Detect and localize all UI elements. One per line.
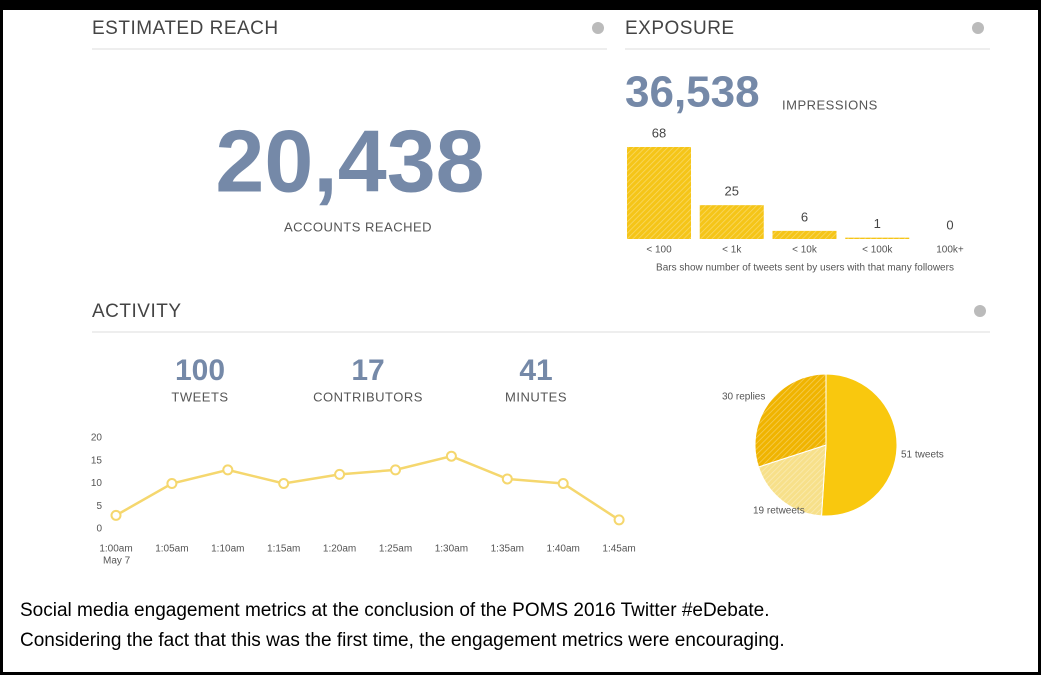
exposure-label: IMPRESSIONS: [782, 97, 878, 112]
pie-hatch: [758, 445, 826, 516]
x-tick-label: 100k+: [936, 245, 964, 256]
bar-value-label: 68: [652, 125, 666, 140]
bar-hatch: [627, 147, 691, 239]
x-tick-label: 1:35am: [491, 544, 524, 555]
y-tick-label: 0: [96, 524, 102, 535]
pie-label: 51 tweets: [901, 450, 944, 461]
pie-hatch: [755, 374, 826, 467]
bar-value-label: 6: [801, 209, 808, 224]
x-tick-label: 1:45am: [602, 544, 635, 555]
line: [115, 454, 620, 521]
y-tick-label: 10: [91, 478, 103, 489]
stat-label: MINUTES: [505, 389, 567, 404]
pie-label: 30 replies: [722, 392, 765, 403]
x-tick-label: 1:15am: [267, 544, 300, 555]
bar-hatch: [772, 230, 837, 239]
stat-label: CONTRIBUTORS: [313, 389, 423, 404]
y-tick-label: 20: [91, 433, 103, 444]
x-tick-label: 1:40am: [547, 544, 580, 555]
x-tick-label: 1:25am: [379, 544, 412, 555]
x-tick-label: < 100k: [862, 245, 893, 256]
info-icon[interactable]: [972, 22, 984, 34]
chart-annotation: Bars show number of tweets sent by users…: [656, 263, 954, 274]
x-tick-label: 1:05am: [155, 544, 188, 555]
stat-label: TWEETS: [171, 389, 228, 404]
x-tick-label: 1:30am: [435, 544, 468, 555]
point: [501, 473, 513, 485]
point: [110, 509, 122, 521]
info-icon[interactable]: [592, 22, 604, 34]
bar-value-label: 0: [946, 217, 953, 232]
x-tick-label: 1:10am: [211, 544, 244, 555]
info-icon[interactable]: [974, 305, 986, 317]
stat-value: 17: [351, 354, 384, 387]
caption-line: Considering the fact that this was the f…: [20, 630, 785, 651]
point: [166, 478, 178, 489]
point: [278, 478, 290, 489]
point: [334, 468, 346, 480]
bar-value-label: 1: [874, 216, 881, 231]
exposure-title: EXPOSURE: [625, 18, 735, 39]
pie-label: 19 retweets: [753, 506, 805, 517]
x-tick-label: < 1k: [722, 245, 742, 256]
exposure-value: 36,538: [625, 68, 760, 117]
activity-title: ACTIVITY: [92, 301, 182, 322]
x-date-label: May 7: [103, 556, 131, 567]
reach-value: 20,438: [215, 111, 484, 210]
x-tick-label: < 10k: [792, 245, 818, 256]
stat-value: 41: [519, 354, 552, 387]
bar-hatch: [845, 237, 910, 239]
reach-title: ESTIMATED REACH: [92, 18, 279, 39]
bar-hatch: [699, 205, 764, 239]
reach-label: ACCOUNTS REACHED: [284, 219, 432, 234]
point: [445, 450, 457, 462]
y-tick-label: 15: [91, 455, 103, 466]
y-tick-label: 5: [96, 501, 102, 512]
x-tick-label: < 100: [646, 245, 672, 256]
point: [390, 464, 401, 476]
top-bar: [1, 1, 1040, 10]
stat-value: 100: [175, 354, 225, 387]
x-tick-label: 1:20am: [323, 544, 356, 555]
caption-line: Social media engagement metrics at the c…: [20, 600, 770, 621]
pie-slice: [821, 373, 898, 517]
point: [222, 464, 234, 476]
bar-value-label: 25: [725, 184, 739, 199]
x-tick-label: 1:00am: [99, 544, 132, 555]
point: [613, 514, 625, 526]
point: [557, 478, 569, 489]
